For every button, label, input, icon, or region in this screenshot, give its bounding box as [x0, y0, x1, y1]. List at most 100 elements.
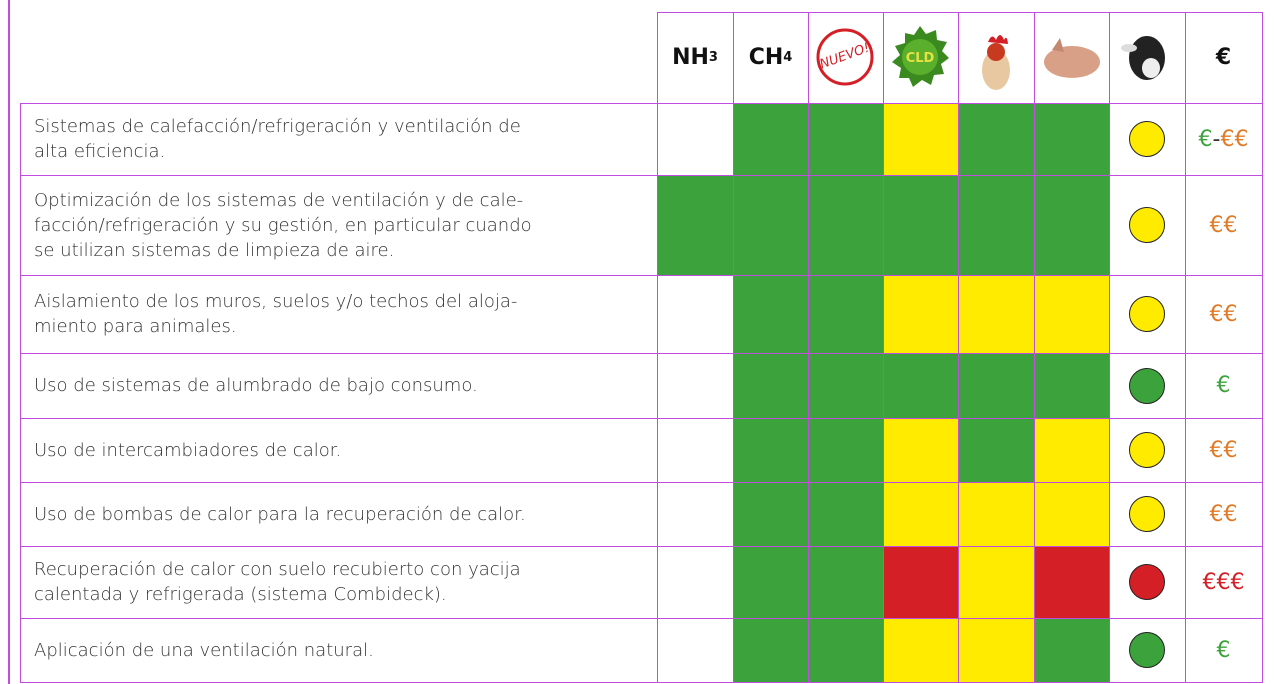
chicken-comb — [988, 35, 1008, 44]
rating-cell — [733, 175, 808, 275]
rating-cell — [883, 546, 958, 618]
status-circle — [1129, 296, 1165, 332]
grid-line — [958, 12, 959, 682]
rating-cell — [883, 482, 958, 546]
grid-line — [657, 12, 1263, 13]
cost-cell: € — [1185, 353, 1262, 418]
grid-line — [20, 546, 1263, 547]
rating-cell — [733, 482, 808, 546]
chicken-head — [987, 43, 1005, 61]
cost-text: € — [1216, 373, 1231, 398]
grid-line — [1034, 12, 1035, 682]
icon-text: CLD — [906, 51, 935, 66]
cost-text: - — [1212, 126, 1221, 152]
status-circle — [1129, 432, 1165, 468]
row-description: Sistemas de calefacción/refrigeración y … — [20, 103, 657, 175]
header-text: CH — [748, 45, 784, 70]
cost-text: €€ — [1209, 301, 1238, 327]
description-line: Optimización de los sistemas de ventilac… — [34, 189, 524, 211]
status-circle — [1129, 121, 1165, 157]
rating-cell — [958, 175, 1034, 275]
grid-line — [1109, 12, 1110, 682]
description-line: Aplicación de una ventilación natural. — [34, 639, 374, 661]
cost-cell: €€ — [1185, 275, 1262, 353]
rating-cell — [1034, 618, 1109, 682]
grid-line — [883, 12, 884, 682]
grid-line — [20, 103, 1263, 104]
row-description: Uso de intercambiadores de calor. — [20, 418, 657, 482]
header-sub: 4 — [783, 50, 793, 65]
description-line: Uso de intercambiadores de calor. — [34, 439, 342, 461]
rating-cell — [657, 275, 733, 353]
status-circle — [1129, 496, 1165, 532]
page-border — [8, 0, 10, 684]
cow-muzzle — [1142, 58, 1160, 78]
rating-cell — [733, 418, 808, 482]
header-text: € — [1215, 45, 1232, 70]
cost-text: €€€ — [1202, 569, 1245, 595]
rating-cell — [808, 175, 883, 275]
pig-ear — [1052, 38, 1064, 52]
status-circle — [1129, 564, 1165, 600]
rating-cell — [733, 546, 808, 618]
description-line: alta eficiencia. — [34, 141, 166, 162]
icon-disc — [902, 39, 938, 75]
grid-line — [20, 682, 1263, 683]
description-line: Uso de sistemas de alumbrado de bajo con… — [34, 375, 478, 396]
rating-cell — [883, 353, 958, 418]
cost-cell: € - €€ — [1185, 103, 1262, 175]
rating-cell — [733, 275, 808, 353]
rating-cell — [733, 618, 808, 682]
rating-cell — [808, 546, 883, 618]
cow-ear — [1121, 44, 1137, 52]
icon-cow — [1121, 36, 1165, 80]
icon-nuevo: NUEVO! — [816, 28, 874, 86]
grid-line — [20, 275, 1263, 276]
cost-text: €€ — [1209, 212, 1238, 238]
grid-line — [20, 618, 1263, 619]
rating-cell — [808, 482, 883, 546]
cost-cell: €€ — [1185, 482, 1262, 546]
row-description: Aislamiento de los muros, suelos y/o tec… — [20, 275, 657, 353]
row-description: Uso de bombas de calor para la recuperac… — [20, 482, 657, 546]
row-description: Recuperación de calor con suelo recubier… — [20, 546, 657, 618]
row-description: Optimización de los sistemas de ventilac… — [20, 175, 657, 275]
rating-cell — [657, 103, 733, 175]
rating-cell — [657, 353, 733, 418]
rating-cell — [657, 482, 733, 546]
description-line: Aislamiento de los muros, suelos y/o tec… — [34, 291, 518, 312]
description-line: calentada y refrigerada (sistema Combide… — [34, 584, 447, 605]
grid-line — [20, 103, 21, 682]
status-circle — [1129, 367, 1165, 404]
pig-body — [1044, 46, 1100, 78]
rating-cell — [733, 353, 808, 418]
rating-cell — [958, 482, 1034, 546]
icon-cld: CLD — [892, 26, 949, 87]
row-description: Uso de sistemas de alumbrado de bajo con… — [20, 353, 657, 418]
grid-line — [1262, 12, 1263, 682]
status-circle — [1129, 207, 1165, 243]
cost-text: € — [1198, 126, 1213, 152]
cost-text: € — [1216, 637, 1231, 663]
header-sub: 3 — [708, 50, 718, 65]
rating-cell — [1034, 482, 1109, 546]
description-line: Sistemas de calefacción/refrigeración y … — [34, 116, 521, 137]
rating-cell — [657, 175, 733, 275]
header-text: NH — [672, 45, 709, 70]
rating-cell — [883, 275, 958, 353]
rating-cell — [958, 275, 1034, 353]
description-line: facción/refrigeración y su gestión, en p… — [34, 214, 532, 236]
rating-cell — [958, 103, 1034, 175]
rating-cell — [1034, 546, 1109, 618]
rating-cell — [657, 618, 733, 682]
rating-cell — [808, 275, 883, 353]
rating-cell — [657, 546, 733, 618]
grid-line — [20, 482, 1263, 483]
cost-cell: €€ — [1185, 175, 1262, 275]
rating-cell — [1034, 175, 1109, 275]
grid-line — [1185, 12, 1186, 682]
rating-cell — [883, 418, 958, 482]
header-euro: € — [1185, 12, 1262, 103]
description-line: Uso de bombas de calor para la recuperac… — [34, 503, 526, 525]
